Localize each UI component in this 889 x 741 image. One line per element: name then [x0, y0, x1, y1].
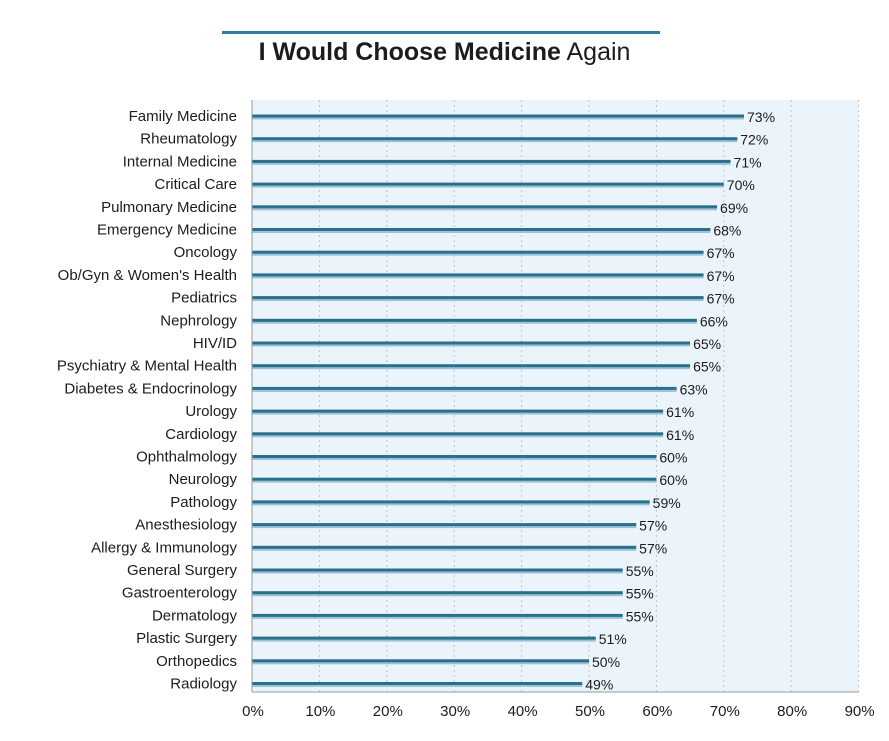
- value-labels: 73% 72% 71% 70% 69% 68% 67% 67% 67% 66% 65% 65% 63% 6…: [585, 109, 775, 693]
- category-label: Ophthalmology: [136, 449, 237, 466]
- category-label: Family Medicine: [129, 108, 237, 125]
- plot-background: [252, 100, 859, 692]
- value-label: 61%: [666, 404, 694, 420]
- bar-critical-care: [252, 182, 724, 186]
- value-label: 69%: [720, 200, 748, 216]
- bar-anesthesiology: [252, 523, 637, 527]
- category-label: Oncology: [174, 244, 238, 261]
- grid-lines: [318, 100, 860, 692]
- value-label: 50%: [592, 654, 620, 670]
- x-tick-label: 10%: [305, 703, 335, 720]
- value-label: 57%: [639, 518, 667, 534]
- value-label: 71%: [734, 154, 762, 170]
- category-label: Urology: [185, 403, 237, 420]
- bar-dermatology: [252, 613, 623, 617]
- category-label: HIV/ID: [193, 335, 237, 352]
- bars: [252, 114, 745, 687]
- value-label: 66%: [700, 313, 728, 329]
- category-label: Pulmonary Medicine: [101, 199, 237, 216]
- value-label: 60%: [659, 472, 687, 488]
- value-label: 68%: [713, 223, 741, 239]
- title-rule: [222, 31, 660, 34]
- value-label: 73%: [747, 109, 775, 125]
- x-tick-label: 90%: [845, 703, 875, 720]
- value-label: 67%: [707, 291, 735, 307]
- category-label: Gastroenterology: [122, 585, 238, 602]
- bar-ophthalmology: [252, 455, 657, 458]
- value-label: 61%: [666, 427, 694, 443]
- category-label: Orthopedics: [156, 653, 237, 670]
- category-labels: Family Medicine Rheumatology Internal Medi…: [57, 108, 238, 693]
- bar-neurology: [252, 477, 657, 481]
- value-label: 72%: [740, 132, 768, 148]
- category-label: Nephrology: [160, 312, 237, 329]
- chart-title-rest: Again: [566, 38, 631, 66]
- category-label: Anesthesiology: [135, 517, 237, 534]
- bar-hiv-id: [252, 341, 691, 345]
- value-label: 55%: [626, 608, 654, 624]
- value-label: 59%: [653, 495, 681, 511]
- category-label: Neurology: [169, 471, 238, 488]
- bar-ob-gyn-women-s-health: [252, 273, 704, 277]
- value-label: 49%: [585, 677, 613, 693]
- bar-plastic-surgery: [252, 636, 596, 640]
- category-label: Dermatology: [152, 607, 238, 624]
- category-label: Pediatrics: [171, 290, 237, 307]
- category-label: General Surgery: [127, 562, 238, 579]
- bar-oncology: [252, 250, 704, 254]
- bar-general-surgery: [252, 568, 623, 572]
- bar-radiology: [252, 682, 583, 685]
- bar-internal-medicine: [252, 159, 731, 163]
- bar-pediatrics: [252, 296, 704, 300]
- x-tick-label: 40%: [508, 703, 538, 720]
- value-label: 51%: [599, 631, 627, 647]
- bar-psychiatry-mental-health: [252, 364, 691, 368]
- x-tick-label: 50%: [575, 703, 605, 720]
- category-label: Diabetes & Endocrinology: [64, 380, 237, 397]
- bar-family-medicine: [252, 114, 745, 118]
- bar-urology: [252, 409, 664, 413]
- chart-title-bold: I Would Choose Medicine: [258, 38, 561, 66]
- x-tick-label: 70%: [710, 703, 740, 720]
- x-tick-label: 20%: [373, 703, 403, 720]
- category-label: Rheumatology: [140, 131, 237, 148]
- category-label: Internal Medicine: [123, 153, 237, 170]
- bar-pathology: [252, 500, 650, 504]
- category-label: Critical Care: [154, 176, 237, 193]
- chart-title: I Would Choose Medicine Again: [0, 38, 889, 67]
- category-label: Emergency Medicine: [97, 222, 237, 239]
- value-label: 55%: [626, 563, 654, 579]
- bar-emergency-medicine: [252, 228, 711, 231]
- value-label: 65%: [693, 336, 721, 352]
- category-label: Ob/Gyn & Women's Health: [58, 267, 237, 284]
- bar-allergy-immunology: [252, 545, 637, 549]
- x-tick-label: 30%: [440, 703, 470, 720]
- bar-orthopedics: [252, 659, 589, 663]
- value-label: 63%: [680, 381, 708, 397]
- bar-pulmonary-medicine: [252, 205, 718, 209]
- x-tick-label: 80%: [777, 703, 807, 720]
- x-tick-label: 0%: [242, 703, 264, 720]
- value-label: 67%: [707, 245, 735, 261]
- value-label: 65%: [693, 359, 721, 375]
- value-label: 67%: [707, 268, 735, 284]
- value-label: 60%: [659, 450, 687, 466]
- bar-cardiology: [252, 432, 664, 436]
- category-label: Psychiatry & Mental Health: [57, 358, 237, 375]
- value-label: 55%: [626, 586, 654, 602]
- category-label: Pathology: [170, 494, 237, 511]
- category-label: Plastic Surgery: [136, 630, 237, 647]
- x-axis-ticks: 0% 10% 20% 30% 40% 50% 60% 70% 80% 90%: [242, 703, 874, 720]
- bar-diabetes-endocrinology: [252, 386, 677, 390]
- value-label: 57%: [639, 540, 667, 556]
- bar-rheumatology: [252, 137, 738, 141]
- bar-gastroenterology: [252, 591, 623, 595]
- category-label: Radiology: [170, 676, 237, 693]
- x-tick-label: 60%: [642, 703, 672, 720]
- category-label: Allergy & Immunology: [91, 539, 237, 556]
- bar-nephrology: [252, 318, 697, 322]
- category-label: Cardiology: [165, 426, 237, 443]
- value-label: 70%: [727, 177, 755, 193]
